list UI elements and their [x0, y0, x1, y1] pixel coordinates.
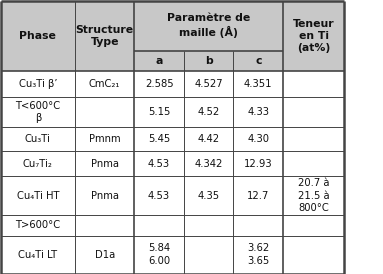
Text: Cu₄Ti LT: Cu₄Ti LT: [18, 250, 57, 259]
Text: D1a: D1a: [95, 250, 115, 259]
Text: 4.52: 4.52: [198, 107, 220, 117]
Text: 5.84
6.00: 5.84 6.00: [148, 243, 170, 266]
Text: 2.585: 2.585: [145, 79, 173, 89]
Text: Structure
Type: Structure Type: [75, 25, 134, 47]
Text: Phase: Phase: [20, 31, 56, 41]
Text: 4.30: 4.30: [247, 134, 269, 144]
Text: 5.15: 5.15: [148, 107, 170, 117]
Text: 4.53: 4.53: [148, 190, 170, 201]
Text: 4.527: 4.527: [194, 79, 223, 89]
Text: 4.33: 4.33: [247, 107, 269, 117]
Text: 3.62
3.65: 3.62 3.65: [247, 243, 269, 266]
Bar: [1, 176, 344, 215]
Text: CmC₂₁: CmC₂₁: [89, 79, 120, 89]
Text: Cu₃Ti: Cu₃Ti: [25, 134, 51, 144]
Text: Paramètre de
maille (Å): Paramètre de maille (Å): [167, 13, 250, 38]
Bar: [1, 152, 344, 176]
Text: b: b: [205, 56, 213, 66]
Bar: [1, 97, 344, 127]
Text: Cu₇Ti₂: Cu₇Ti₂: [23, 159, 53, 169]
Text: 4.342: 4.342: [195, 159, 223, 169]
Text: Pnma: Pnma: [91, 159, 119, 169]
Text: 4.53: 4.53: [148, 159, 170, 169]
Text: Pnma: Pnma: [91, 190, 119, 201]
Text: 4.351: 4.351: [244, 79, 273, 89]
Text: a: a: [155, 56, 163, 66]
Text: 4.42: 4.42: [198, 134, 220, 144]
Bar: [1, 127, 344, 152]
Text: c: c: [255, 56, 262, 66]
Text: 12.93: 12.93: [244, 159, 273, 169]
Text: 12.7: 12.7: [247, 190, 270, 201]
Text: Teneur
en Ti
(at%): Teneur en Ti (at%): [293, 19, 334, 53]
Text: Cu₃Ti β’: Cu₃Ti β’: [19, 79, 57, 89]
Bar: [1, 215, 344, 236]
Bar: [1, 71, 344, 97]
Text: Pmnm: Pmnm: [89, 134, 121, 144]
Bar: [1, 1, 344, 71]
Text: T>600°C: T>600°C: [15, 220, 61, 230]
Text: 20.7 à
21.5 à
800°C: 20.7 à 21.5 à 800°C: [298, 178, 329, 213]
Text: 4.35: 4.35: [198, 190, 220, 201]
Text: Cu₄Ti HT: Cu₄Ti HT: [16, 190, 59, 201]
Bar: [1, 236, 344, 274]
Text: T<600°C
β: T<600°C β: [15, 101, 61, 123]
Text: 5.45: 5.45: [148, 134, 170, 144]
